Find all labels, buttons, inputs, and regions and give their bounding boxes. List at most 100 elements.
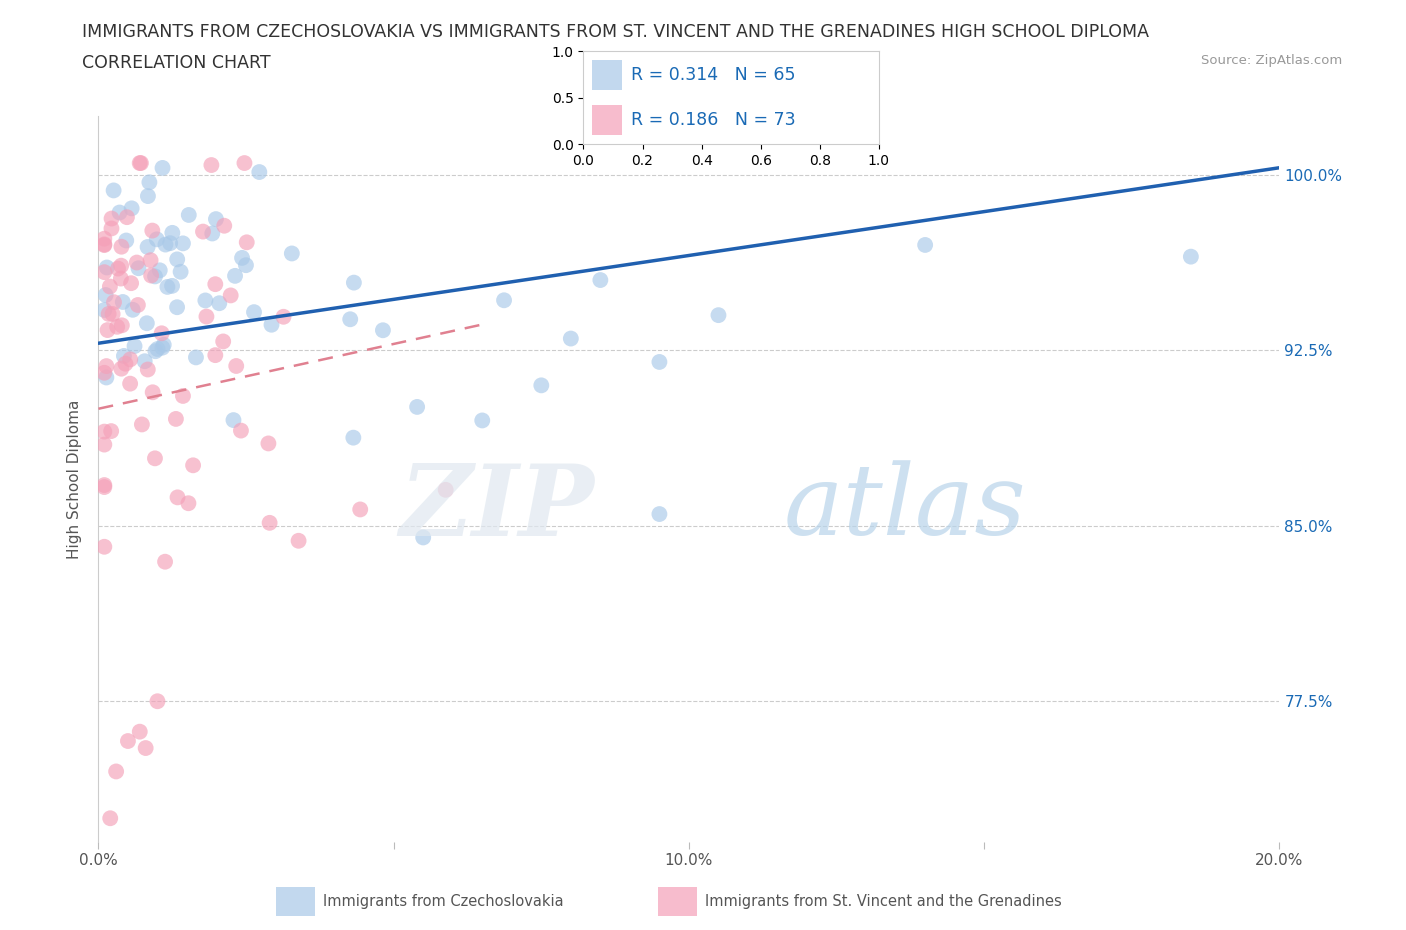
Point	[96, 260, 118, 275]
Point	[127, 298, 149, 312]
Point	[212, 334, 235, 349]
Point	[121, 201, 143, 216]
Point	[160, 278, 183, 293]
Point	[115, 233, 138, 248]
Point	[120, 276, 142, 291]
Point	[105, 319, 128, 334]
Point	[155, 237, 177, 252]
Point	[120, 352, 142, 366]
Y-axis label: High School Diploma: High School Diploma	[67, 399, 83, 559]
Point	[105, 764, 128, 779]
Point	[259, 515, 281, 530]
Bar	[276, 887, 315, 916]
Point	[150, 340, 173, 355]
Point	[204, 348, 226, 363]
Point	[100, 221, 122, 236]
Point	[124, 339, 146, 353]
Point	[224, 269, 246, 284]
Point	[146, 341, 169, 356]
Point	[110, 259, 132, 273]
Point	[235, 258, 257, 272]
Point	[707, 308, 730, 323]
Point	[343, 275, 366, 290]
Point	[166, 299, 188, 314]
Point	[101, 307, 124, 322]
Point	[471, 413, 494, 428]
Point	[648, 507, 671, 522]
Point	[98, 811, 121, 826]
Point	[349, 502, 371, 517]
Point	[172, 236, 194, 251]
Point	[112, 349, 135, 364]
Point	[121, 302, 143, 317]
Point	[120, 377, 142, 392]
Point	[93, 302, 115, 317]
Point	[93, 238, 115, 253]
Point	[93, 424, 115, 439]
Point	[135, 740, 157, 755]
Point	[141, 223, 163, 238]
Point	[412, 530, 434, 545]
Point	[208, 296, 231, 311]
Point	[134, 353, 156, 368]
Point	[127, 260, 149, 275]
Text: CORRELATION CHART: CORRELATION CHART	[82, 54, 270, 72]
Point	[177, 207, 200, 222]
Text: R = 0.314   N = 65: R = 0.314 N = 65	[631, 66, 796, 85]
Point	[177, 496, 200, 511]
Point	[406, 400, 429, 415]
Point	[159, 235, 181, 250]
Point	[287, 533, 309, 548]
Point	[114, 356, 136, 371]
Point	[589, 272, 612, 287]
Point	[166, 252, 188, 267]
Point	[143, 451, 166, 466]
Point	[229, 423, 252, 438]
Point	[93, 365, 115, 380]
Point	[195, 309, 218, 324]
Point	[93, 437, 115, 452]
Point	[914, 237, 936, 252]
Bar	[658, 887, 697, 916]
Point	[342, 431, 364, 445]
Point	[204, 277, 226, 292]
Point	[135, 316, 157, 331]
Point	[648, 354, 671, 369]
Text: Immigrants from Czechoslovakia: Immigrants from Czechoslovakia	[323, 894, 564, 910]
Point	[146, 694, 169, 709]
Point	[142, 385, 165, 400]
Point	[125, 255, 148, 270]
Point	[136, 240, 159, 255]
Point	[225, 359, 247, 374]
Point	[200, 157, 222, 172]
Point	[191, 224, 214, 239]
Point	[107, 261, 129, 276]
Point	[110, 272, 132, 286]
Text: R = 0.186   N = 73: R = 0.186 N = 73	[631, 111, 796, 129]
Text: Immigrants from St. Vincent and the Grenadines: Immigrants from St. Vincent and the Gren…	[706, 894, 1062, 910]
Point	[93, 265, 115, 280]
Point	[205, 212, 228, 227]
Text: ZIP: ZIP	[399, 459, 595, 556]
Point	[281, 246, 304, 261]
Point	[184, 350, 207, 365]
Point	[150, 326, 173, 340]
Point	[93, 237, 115, 252]
Point	[257, 436, 280, 451]
Point	[152, 338, 174, 352]
Point	[149, 263, 172, 278]
Point	[139, 253, 162, 268]
Point	[93, 539, 115, 554]
Point	[243, 305, 266, 320]
Bar	[592, 60, 621, 90]
Point	[110, 239, 132, 254]
Point	[128, 155, 150, 170]
Point	[494, 293, 516, 308]
Point	[169, 264, 191, 279]
Point	[110, 361, 132, 376]
Point	[98, 279, 121, 294]
Bar	[592, 105, 621, 135]
Point	[139, 268, 162, 283]
Point	[371, 323, 394, 338]
Point	[108, 206, 131, 220]
